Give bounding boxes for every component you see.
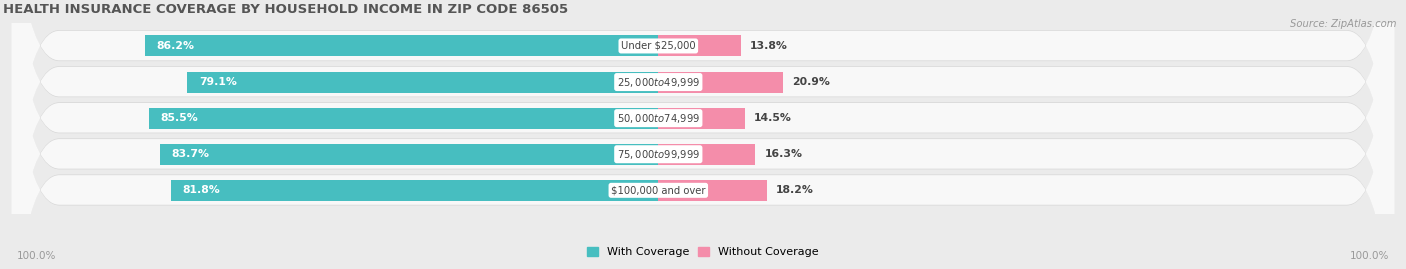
Text: 86.2%: 86.2% [156, 41, 194, 51]
Text: $25,000 to $49,999: $25,000 to $49,999 [617, 76, 700, 89]
Text: $75,000 to $99,999: $75,000 to $99,999 [617, 148, 700, 161]
Text: Under $25,000: Under $25,000 [621, 41, 696, 51]
Text: 81.8%: 81.8% [183, 185, 221, 195]
FancyBboxPatch shape [11, 0, 1395, 269]
Text: 100.0%: 100.0% [1350, 251, 1389, 261]
Text: 16.3%: 16.3% [765, 149, 803, 159]
Text: 83.7%: 83.7% [172, 149, 209, 159]
Text: Source: ZipAtlas.com: Source: ZipAtlas.com [1289, 19, 1396, 29]
Text: 14.5%: 14.5% [754, 113, 792, 123]
Text: 85.5%: 85.5% [160, 113, 198, 123]
Text: 13.8%: 13.8% [749, 41, 787, 51]
FancyBboxPatch shape [11, 0, 1395, 269]
FancyBboxPatch shape [11, 0, 1395, 269]
Bar [187, 72, 658, 93]
Text: 18.2%: 18.2% [776, 185, 814, 195]
FancyBboxPatch shape [11, 0, 1395, 269]
Bar [159, 144, 658, 165]
Text: 20.9%: 20.9% [792, 77, 830, 87]
FancyBboxPatch shape [11, 0, 1395, 269]
Bar [149, 108, 658, 129]
Bar [658, 144, 755, 165]
FancyBboxPatch shape [11, 0, 1395, 269]
Text: 100.0%: 100.0% [17, 251, 56, 261]
Bar [658, 108, 745, 129]
Bar [145, 36, 658, 56]
Text: $100,000 and over: $100,000 and over [612, 185, 706, 195]
Legend: With Coverage, Without Coverage: With Coverage, Without Coverage [582, 242, 824, 262]
Text: 79.1%: 79.1% [198, 77, 236, 87]
FancyBboxPatch shape [11, 0, 1395, 269]
Text: HEALTH INSURANCE COVERAGE BY HOUSEHOLD INCOME IN ZIP CODE 86505: HEALTH INSURANCE COVERAGE BY HOUSEHOLD I… [3, 3, 568, 16]
Bar [658, 180, 766, 201]
Bar [172, 180, 658, 201]
FancyBboxPatch shape [11, 0, 1395, 269]
Bar [658, 72, 783, 93]
FancyBboxPatch shape [11, 0, 1395, 269]
Bar [658, 36, 741, 56]
Text: $50,000 to $74,999: $50,000 to $74,999 [617, 112, 700, 125]
FancyBboxPatch shape [11, 0, 1395, 269]
